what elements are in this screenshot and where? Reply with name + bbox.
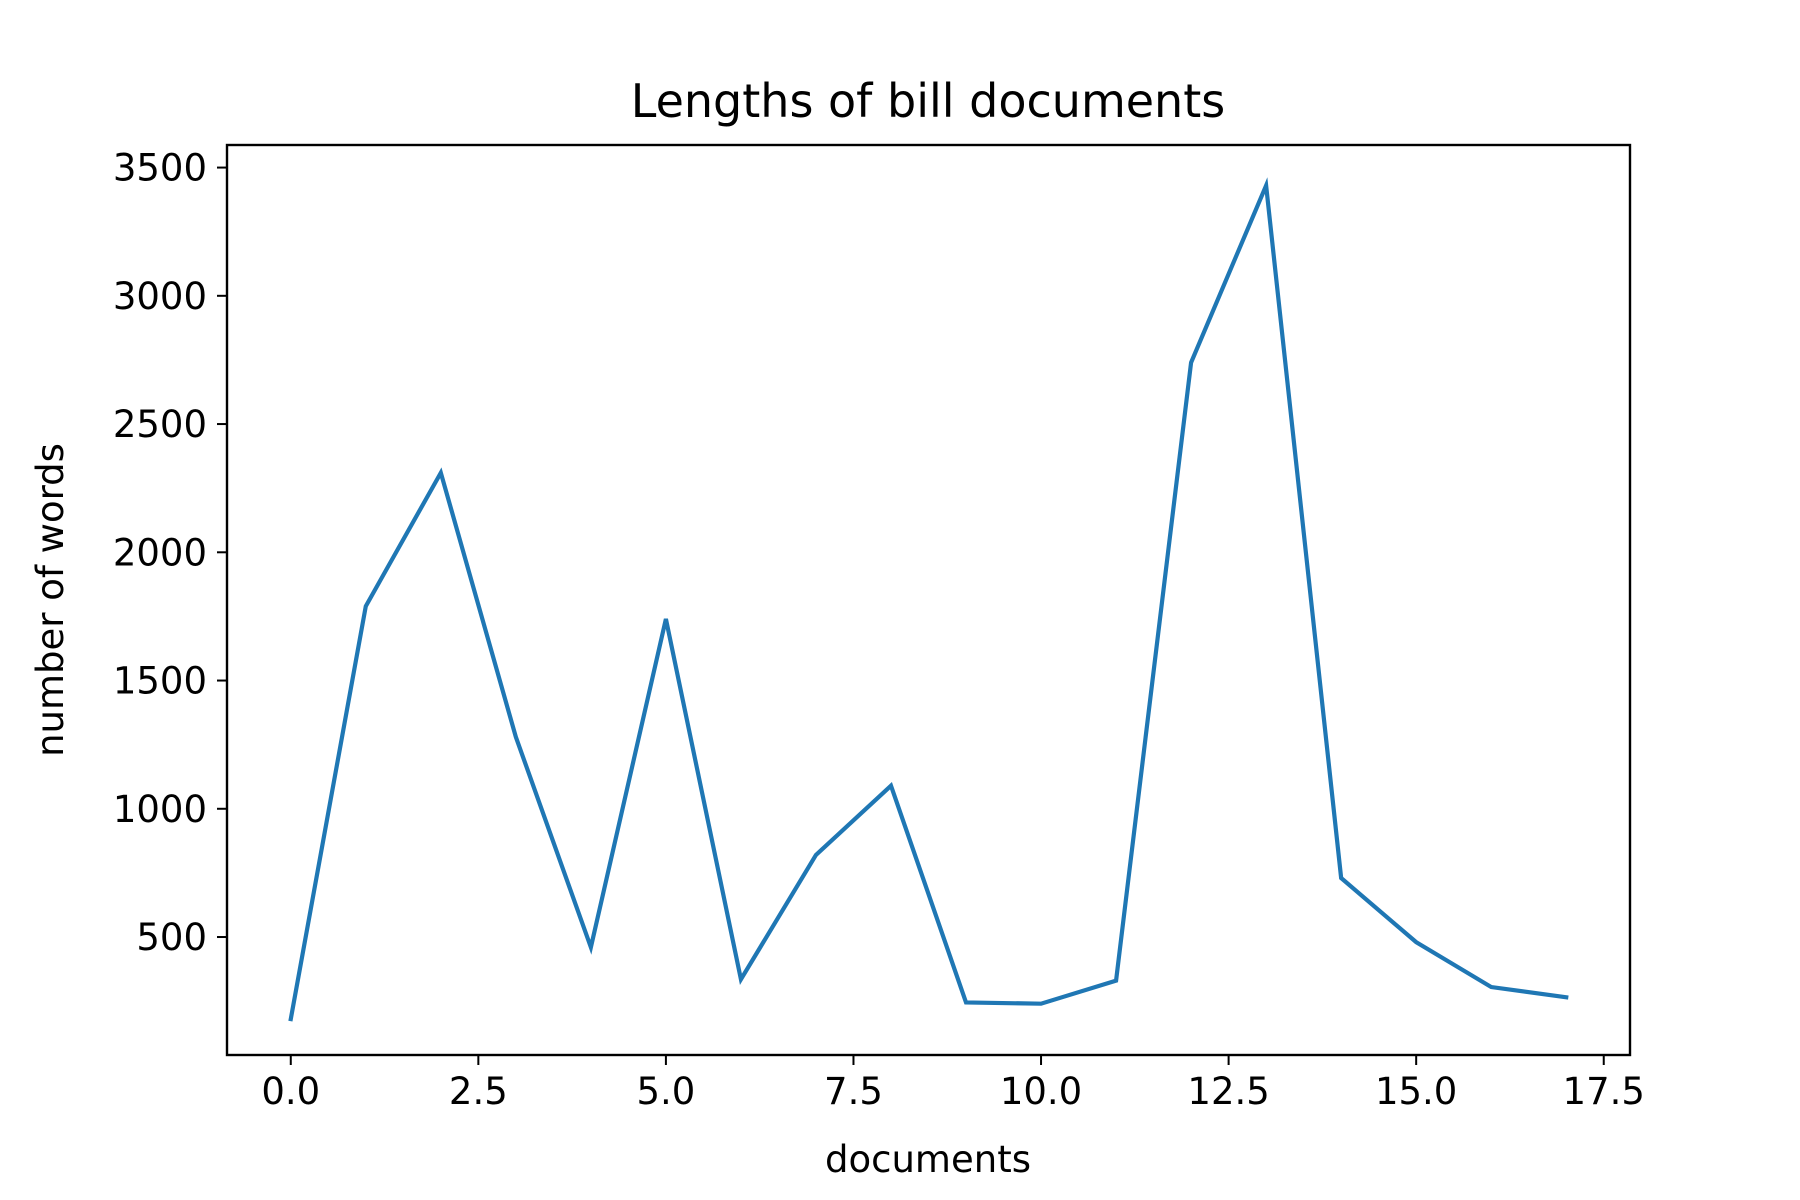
x-tick-label: 5.0 <box>636 1070 695 1113</box>
y-tick-label: 3500 <box>113 147 207 190</box>
y-axis: 500 1000 1500 2000 2500 3000 3500 <box>113 147 227 959</box>
x-axis-label: documents <box>825 1138 1031 1181</box>
x-tick-label: 12.5 <box>1187 1070 1269 1113</box>
x-tick-label: 2.5 <box>449 1070 508 1113</box>
x-tick-label: 7.5 <box>824 1070 883 1113</box>
x-tick-label: 0.0 <box>261 1070 320 1113</box>
chart-title: Lengths of bill documents <box>631 74 1225 128</box>
x-tick-label: 15.0 <box>1375 1070 1457 1113</box>
y-tick-label: 500 <box>136 916 207 959</box>
x-tick-label: 17.5 <box>1563 1070 1645 1113</box>
y-tick-label: 1500 <box>113 660 207 703</box>
plot-marks <box>288 177 1569 1022</box>
y-axis-label: number of words <box>29 443 72 757</box>
y-tick-label: 1000 <box>113 788 207 831</box>
y-tick-label: 2500 <box>113 403 207 446</box>
x-tick-label: 10.0 <box>1000 1070 1082 1113</box>
series-line-0 <box>288 177 1569 1022</box>
x-axis: 0.0 2.5 5.0 7.5 10.0 12.5 15.0 17.5 <box>261 1055 1645 1113</box>
y-tick-label: 2000 <box>113 531 207 574</box>
plot-area-frame <box>225 143 1632 1057</box>
y-tick-label: 3000 <box>113 275 207 318</box>
